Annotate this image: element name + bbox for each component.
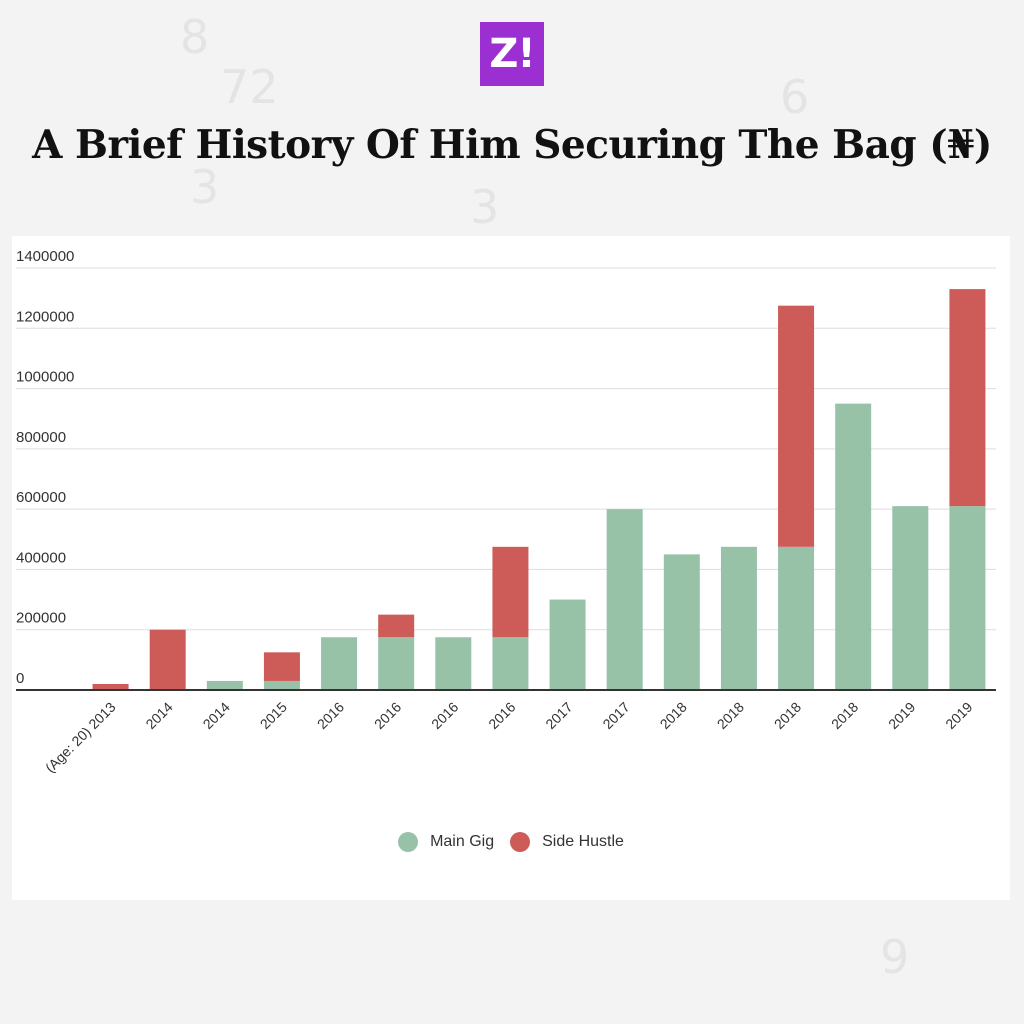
y-tick-label: 1400000 (16, 248, 74, 265)
background-doodle: 8 (180, 10, 210, 64)
x-tick-label: 2016 (371, 699, 404, 732)
x-tick-label: 2018 (771, 699, 804, 732)
page-title: A Brief History Of Him Securing The Bag … (32, 122, 992, 168)
background-doodle: 6 (780, 70, 810, 124)
y-tick-label: 1000000 (16, 369, 74, 386)
x-tick-label: 2017 (599, 699, 632, 732)
bar-main-gig (435, 637, 472, 690)
bar-main-gig (492, 637, 529, 690)
stacked-bar-chart: 0 200000 400000 600000 800000 1000000 1200000 1… (16, 248, 996, 776)
bar-side-hustle (263, 652, 300, 681)
x-tick-label: 2016 (314, 699, 347, 732)
bar-side-hustle (492, 546, 529, 638)
x-tick-label: 2018 (828, 699, 861, 732)
bar-main-gig (835, 403, 872, 690)
brand-logo: Z! (480, 22, 544, 86)
x-tick-label: 2015 (257, 699, 290, 732)
legend-item-side: Side Hustle (510, 832, 624, 852)
bar-main-gig (206, 680, 243, 690)
background-doodle: 72 (220, 60, 279, 114)
chart-card: 0 200000 400000 600000 800000 1000000 1200000 1… (12, 236, 1010, 900)
bar-side-hustle (149, 629, 186, 690)
bar-side-hustle (949, 289, 986, 507)
legend-label-main: Main Gig (430, 833, 495, 850)
bar-main-gig (378, 637, 415, 690)
bar-side-hustle (778, 305, 815, 547)
legend-item-main: Main Gig (398, 832, 494, 852)
x-tick-label: 2016 (485, 699, 518, 732)
x-tick-label: 2017 (542, 699, 575, 732)
chart-legend: Main Gig Side Hustle (12, 832, 1010, 852)
y-tick-label: 1200000 (16, 308, 74, 325)
y-tick-label: 800000 (16, 429, 66, 446)
bar-main-gig (549, 599, 586, 690)
bar-main-gig (663, 554, 700, 690)
legend-dot-main (398, 832, 419, 852)
x-tick-label: 2016 (428, 699, 461, 732)
bar-main-gig (321, 637, 358, 690)
background-doodle: 3 (190, 160, 220, 214)
legend-dot-side (510, 832, 531, 852)
bar-main-gig (892, 506, 929, 690)
y-tick-label: 200000 (16, 610, 66, 627)
background-doodle: 3 (470, 180, 500, 234)
bar-main-gig (778, 546, 815, 690)
y-tick-label: 400000 (16, 549, 66, 566)
bar-main-gig (263, 680, 300, 690)
bar-side-hustle (92, 683, 129, 690)
x-tick-label: (Age: 20) 2013 (42, 699, 119, 776)
x-tick-label: 2018 (714, 699, 747, 732)
bar-main-gig (720, 546, 757, 690)
y-tick-label: 600000 (16, 489, 66, 506)
x-tick-label: 2014 (142, 699, 175, 732)
x-tick-label: 2014 (200, 699, 233, 732)
bar-side-hustle (378, 614, 415, 638)
y-tick-label: 0 (16, 670, 24, 687)
legend-label-side: Side Hustle (542, 833, 624, 850)
x-tick-label: 2018 (657, 699, 690, 732)
bar-main-gig (606, 509, 643, 690)
x-tick-label: 2019 (942, 699, 975, 732)
bar-main-gig (949, 506, 986, 690)
x-tick-label: 2019 (885, 699, 918, 732)
background-doodle: 9 (880, 930, 910, 984)
